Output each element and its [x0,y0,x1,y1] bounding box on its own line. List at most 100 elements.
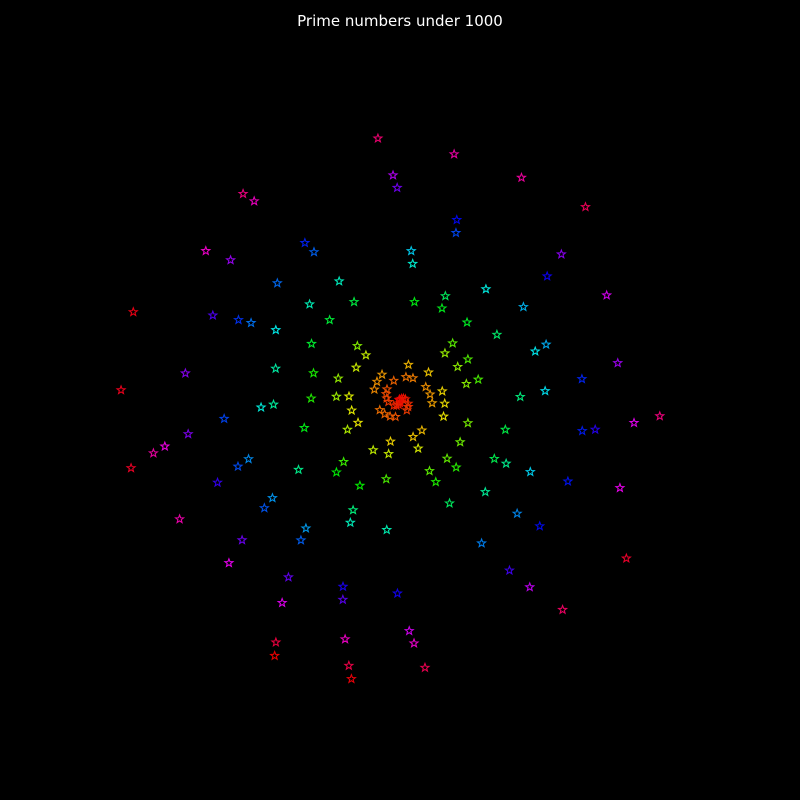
prime-point-997 [269,650,281,661]
prime-point-877 [174,513,186,524]
prime-point-271 [447,337,459,348]
prime-point-487 [255,401,267,413]
prime-point-113 [426,397,438,408]
prime-point-23 [391,399,402,411]
prime-point-83 [400,371,412,382]
prime-point-751 [182,428,194,439]
prime-point-409 [491,328,503,340]
prime-point-461 [304,298,316,309]
prime-point-727 [337,593,349,605]
prime-point-167 [352,416,364,428]
prime-point-541 [517,301,529,312]
prime-point-401 [444,497,456,508]
prime-point-359 [461,316,473,328]
prime-point-71 [388,374,400,386]
prime-point-577 [476,537,488,548]
prime-point-863 [248,195,260,206]
prime-point-137 [407,431,419,442]
prime-point-857 [200,245,212,256]
prime-point-389 [488,453,500,464]
prime-point-733 [282,571,294,582]
prime-point-433 [500,457,512,469]
prime-point-101 [420,381,432,392]
prime-point-439 [479,486,491,497]
prime-point-811 [601,289,613,300]
prime-point-599 [308,246,320,257]
prime-point-59 [381,383,393,394]
prime-point-661 [451,214,463,225]
prime-point-139 [423,366,435,378]
prime-point-131 [416,424,428,436]
prime-point-281 [380,473,392,484]
prime-point-683 [337,580,349,592]
prime-point-607 [258,502,270,513]
prime-point-593 [271,277,283,288]
prime-point-953 [270,636,282,648]
prime-point-569 [243,453,255,464]
prime-point-787 [387,169,399,180]
prime-point-173 [346,404,358,416]
prime-point-43 [401,404,413,415]
prime-point-257 [454,436,466,447]
prime-point-757 [179,367,191,378]
prime-point-79 [374,404,386,415]
prime-point-691 [589,423,601,435]
prime-point-547 [540,338,552,350]
prime-point-971 [125,462,137,473]
prime-point-191 [350,361,362,373]
prime-point-241 [351,340,363,351]
prime-point-379 [348,296,360,307]
prime-point-239 [460,378,472,389]
prime-point-601 [295,534,307,545]
prime-point-641 [576,373,588,384]
prime-point-383 [499,423,511,435]
prime-point-263 [441,452,453,464]
prime-point-223 [330,390,342,402]
prime-point-821 [276,597,288,608]
prime-point-919 [372,132,384,144]
prime-point-743 [391,181,403,193]
prime-point-677 [391,587,403,599]
prime-point-941 [419,661,431,673]
prime-point-419 [347,504,359,515]
prime-point-331 [354,479,366,491]
prime-point-619 [218,412,230,424]
prime-point-457 [381,524,393,535]
prime-point-397 [439,290,451,301]
prime-point-353 [436,302,448,313]
prime-point-839 [159,440,171,452]
prime-point-773 [612,357,624,368]
prime-point-67 [384,410,396,422]
prime-point-509 [539,385,551,396]
prime-point-307 [450,461,462,473]
prime-point-127 [402,358,414,370]
prime-point-653 [562,475,574,487]
prime-point-479 [407,257,419,269]
prime-point-643 [299,237,311,248]
prime-point-163 [438,410,450,422]
prime-point-233 [452,361,464,372]
prime-point-709 [503,564,515,576]
prime-point-587 [245,317,257,328]
prime-point-269 [424,465,435,476]
prime-point-313 [430,476,442,487]
prime-point-181 [412,442,424,454]
prime-point-829 [614,482,626,493]
prime-point-367 [306,337,317,349]
prime-point-311 [305,392,317,404]
prime-point-769 [225,254,237,265]
prime-point-103 [371,375,383,387]
prime-point-149 [384,435,396,447]
prime-point-911 [654,410,666,421]
prime-point-431 [293,463,304,475]
prime-point-719 [207,309,219,321]
prime-point-283 [472,373,484,385]
prime-point-491 [480,283,492,294]
prime-point-499 [270,324,282,335]
prime-point-659 [534,520,546,531]
prime-point-563 [266,492,278,503]
prime-point-967 [620,552,632,564]
prime-point-701 [212,476,224,488]
prime-point-907 [237,188,249,199]
